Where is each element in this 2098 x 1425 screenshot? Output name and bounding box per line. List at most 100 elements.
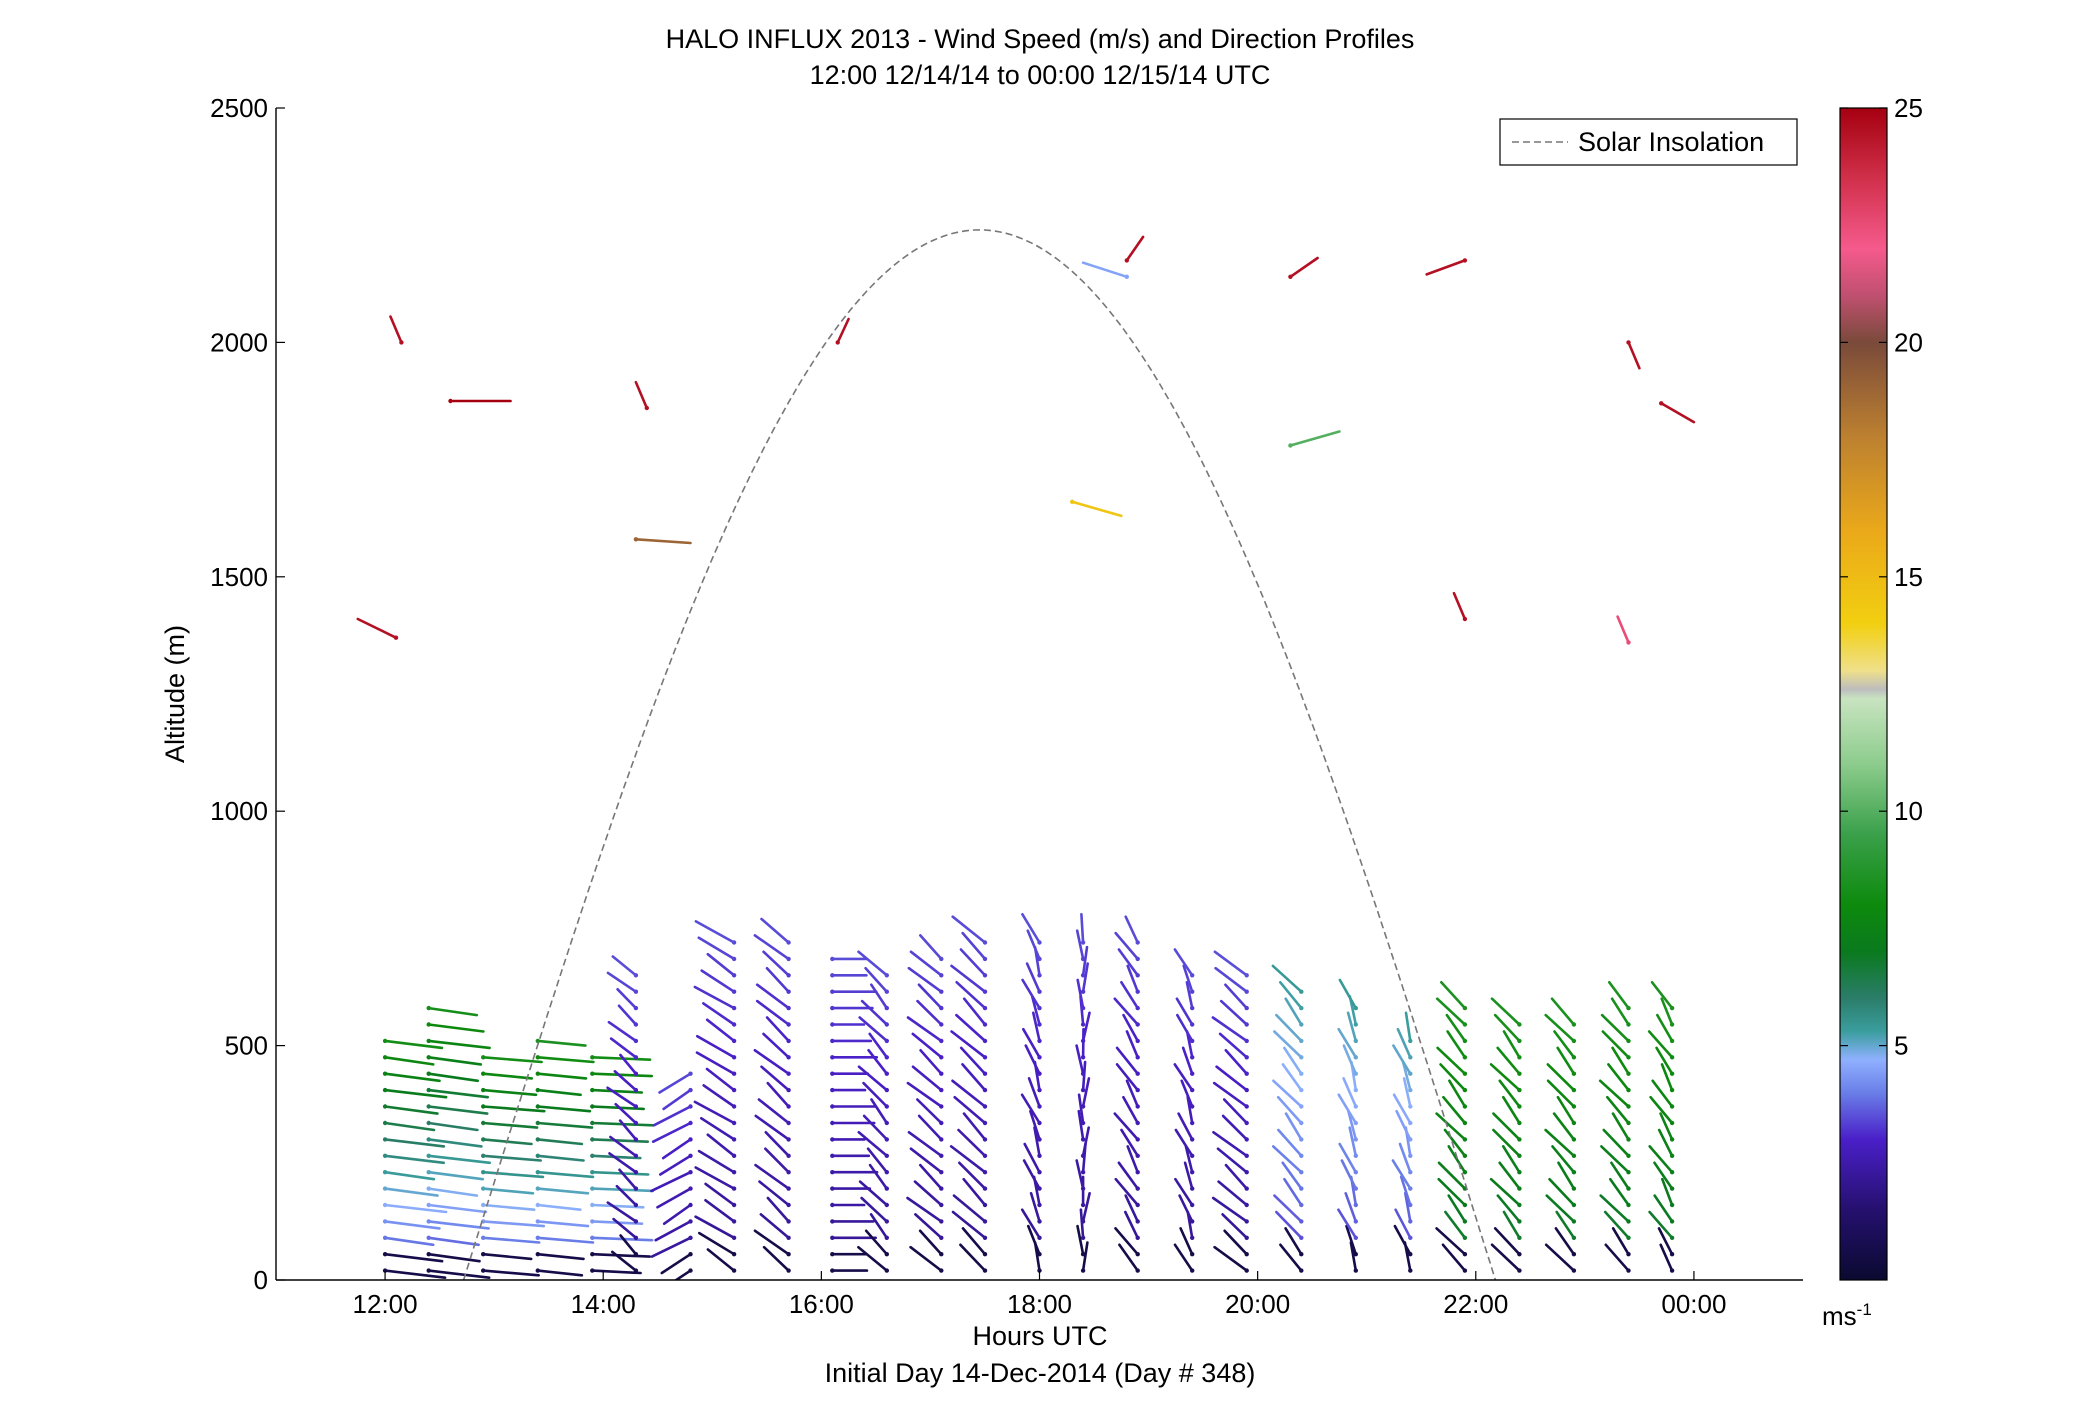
wind-barb — [1117, 1161, 1140, 1191]
wind-barb — [1398, 1142, 1413, 1175]
wind-barb — [917, 983, 944, 1011]
wind-barb — [481, 1087, 538, 1097]
wind-barb — [1080, 912, 1086, 945]
wind-barb — [830, 956, 868, 962]
wind-barb — [1345, 1224, 1359, 1257]
wind-barb — [1077, 1109, 1086, 1142]
wind-barb — [662, 1202, 693, 1225]
wind-barb — [426, 1268, 491, 1279]
wind-barb — [382, 1104, 439, 1115]
wind-barb — [830, 1038, 873, 1044]
wind-barb — [830, 1120, 876, 1126]
wind-barb — [606, 971, 639, 994]
wind-barb — [1551, 1145, 1577, 1175]
wind-barb — [1080, 1241, 1089, 1273]
wind-barb — [1440, 980, 1468, 1011]
wind-barb — [590, 1087, 644, 1094]
wind-barb — [1272, 1145, 1304, 1175]
wind-barb — [1284, 1227, 1304, 1257]
wind-barb — [1275, 1013, 1304, 1044]
wind-barb — [656, 1186, 693, 1209]
wind-barb — [830, 1005, 874, 1011]
wind-barb — [652, 1104, 693, 1127]
solar-insolation-line — [462, 229, 1497, 1281]
wind-barb — [1284, 1112, 1304, 1142]
wind-barb — [1342, 1044, 1359, 1076]
wind-barb — [763, 1147, 791, 1175]
wind-barb — [426, 1252, 481, 1263]
wind-barb — [535, 1120, 594, 1129]
wind-barb — [426, 1120, 479, 1132]
wind-barb — [864, 966, 889, 994]
wind-barb — [755, 999, 791, 1027]
wind-barb — [1337, 1093, 1359, 1126]
wind-barb — [1275, 1210, 1304, 1241]
wind-barb — [1179, 1227, 1195, 1257]
wind-barb — [612, 1217, 639, 1241]
wind-barb — [1342, 1077, 1359, 1109]
wind-barb — [695, 1051, 737, 1076]
wind-barb — [760, 917, 791, 945]
wind-barb — [830, 1055, 879, 1060]
wind-barb — [918, 934, 944, 962]
wind-barb — [835, 317, 850, 345]
wind-barb — [1392, 1044, 1413, 1076]
wind-barb — [481, 1170, 545, 1179]
wind-barb — [618, 1119, 639, 1142]
wind-barb — [1080, 1126, 1090, 1159]
wind-barb — [1610, 997, 1631, 1027]
wind-barb — [1442, 1095, 1468, 1126]
wind-barb — [382, 1268, 447, 1279]
wind-barb — [1391, 1159, 1413, 1191]
wind-barb — [1114, 931, 1140, 962]
wind-barb — [382, 1120, 436, 1132]
wind-barb — [426, 1055, 483, 1066]
wind-barb — [1181, 1046, 1195, 1076]
wind-barb — [1184, 1145, 1195, 1175]
wind-barb — [1556, 1095, 1577, 1126]
wind-barb — [615, 1184, 639, 1208]
wind-barb — [918, 1229, 944, 1257]
wind-barb — [909, 1245, 944, 1273]
wind-barb — [951, 1210, 988, 1241]
wind-barb — [382, 1087, 448, 1099]
wind-barb — [1502, 1030, 1522, 1060]
wind-barb — [1348, 1126, 1359, 1159]
wind-barb — [1435, 997, 1468, 1027]
wind-barb — [1173, 948, 1195, 978]
wind-barb — [1648, 1145, 1675, 1175]
wind-barb — [857, 1245, 889, 1273]
wind-barb — [1222, 1098, 1249, 1126]
wind-barb — [448, 398, 512, 404]
wind-barb — [535, 1235, 595, 1244]
wind-barb — [1435, 1112, 1468, 1142]
wind-barb — [426, 1186, 479, 1197]
wind-barb — [426, 1038, 491, 1050]
wind-barb — [862, 1114, 889, 1142]
wind-barb — [1213, 1245, 1249, 1273]
wind-barb — [1337, 1027, 1359, 1060]
wind-barb — [961, 1063, 988, 1093]
wind-barb — [755, 983, 791, 1011]
wind-barb — [1657, 1128, 1675, 1159]
wind-barb — [959, 1046, 988, 1076]
wind-barb — [1223, 1229, 1249, 1257]
wind-barb — [1598, 1079, 1631, 1109]
wind-barb — [1076, 978, 1086, 1011]
wind-barb — [1218, 1032, 1249, 1060]
wind-barb — [1117, 948, 1140, 978]
wind-barb — [1554, 1227, 1577, 1257]
wind-barb — [634, 380, 649, 411]
wind-barb — [1276, 1095, 1304, 1126]
wind-barb — [697, 1231, 737, 1257]
wind-barb — [917, 1114, 944, 1142]
wind-barb — [766, 1196, 791, 1224]
wind-barb — [1175, 997, 1195, 1027]
wind-barb — [1399, 1175, 1413, 1208]
wind-barb — [382, 1186, 439, 1197]
wind-barb — [1657, 1227, 1675, 1257]
wind-barb — [1344, 1192, 1359, 1224]
wind-barb — [382, 1137, 446, 1148]
wind-barb — [617, 1004, 639, 1027]
colorbar: 5 10 15 20 25 ms-1 — [1822, 93, 1923, 1331]
